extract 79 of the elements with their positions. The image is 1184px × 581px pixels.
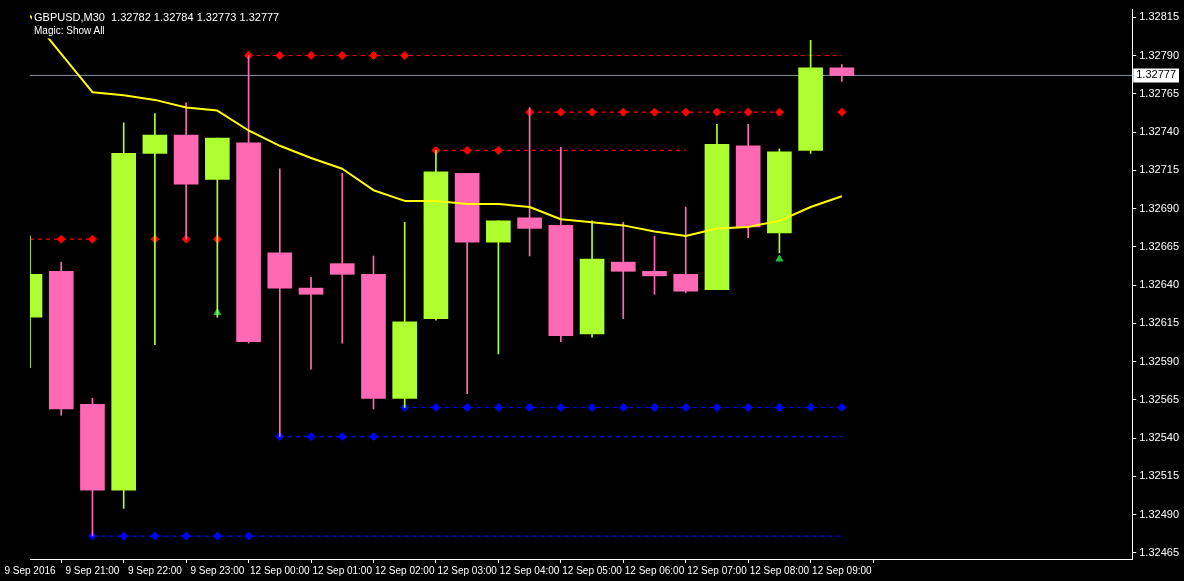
x-tick-label: 9 Sep 2016 <box>4 564 57 576</box>
point <box>556 402 566 412</box>
x-tick-label: 12 Sep 04:00 <box>499 564 560 576</box>
x-tick-label: 12 Sep 05:00 <box>562 564 623 576</box>
y-tick-label: 1.32765 <box>1139 86 1179 99</box>
x-tick-label: 12 Sep 06:00 <box>624 564 685 576</box>
point <box>119 531 129 541</box>
point <box>712 402 722 412</box>
y-tick-label: 1.32515 <box>1139 469 1179 482</box>
y-tick-label: 1.32665 <box>1139 239 1179 252</box>
x-tick-label: 12 Sep 00:00 <box>250 564 310 576</box>
y-tick-label: 1.32465 <box>1139 545 1179 558</box>
point <box>462 145 472 155</box>
point <box>87 234 97 244</box>
point <box>275 51 285 61</box>
point <box>775 254 784 262</box>
point <box>244 531 254 541</box>
point <box>837 107 847 117</box>
point <box>681 107 691 117</box>
point <box>774 402 784 412</box>
point <box>587 402 597 412</box>
x-tick-label: 12 Sep 01:00 <box>312 564 373 576</box>
point <box>712 107 722 117</box>
y-tick-label: 1.32690 <box>1139 201 1179 214</box>
point <box>650 402 659 412</box>
point <box>493 145 503 155</box>
y-tick-label: 1.32815 <box>1139 10 1179 23</box>
text: Magic: Show All <box>34 25 105 37</box>
y-tick-label: 1.32715 <box>1139 163 1179 176</box>
y-tick-label: 1.32565 <box>1139 392 1179 405</box>
point <box>743 107 753 117</box>
candlestick <box>610 221 636 320</box>
y-tick-label: 1.32790 <box>1139 48 1179 61</box>
point <box>56 234 66 244</box>
chart-title: GBPUSD,M30 1.32782 1.32784 1.32773 1.32777 <box>34 11 280 24</box>
y-tick-label: 1.32640 <box>1139 278 1179 291</box>
point <box>806 402 816 412</box>
point <box>181 531 191 541</box>
point <box>525 402 535 412</box>
point <box>400 51 410 61</box>
x-tick-label: 9 Sep 23:00 <box>190 564 245 576</box>
point <box>87 531 97 541</box>
point <box>556 107 566 117</box>
point <box>650 107 659 117</box>
y-tick-label: 1.32490 <box>1139 507 1179 520</box>
point <box>618 402 628 412</box>
y-tick-label: 1.32590 <box>1139 354 1179 367</box>
ref-line-label: 1.32777 <box>1136 68 1176 81</box>
y-tick-label: 1.32615 <box>1139 316 1179 329</box>
point <box>743 402 753 412</box>
point <box>337 432 347 442</box>
point <box>493 402 503 412</box>
point <box>368 51 378 61</box>
x-tick-label: 12 Sep 03:00 <box>437 564 498 576</box>
candlestick <box>142 113 168 346</box>
x-tick-label: 12 Sep 07:00 <box>687 564 748 576</box>
point <box>587 107 597 117</box>
point <box>837 402 847 412</box>
point <box>618 107 628 117</box>
point <box>431 402 441 412</box>
point <box>462 402 472 412</box>
candlestick <box>298 277 324 370</box>
x-tick-label: 9 Sep 21:00 <box>65 564 120 576</box>
point <box>306 432 316 442</box>
point <box>337 51 347 61</box>
x-tick-label: 9 Sep 22:00 <box>127 564 183 576</box>
candlestick <box>673 206 699 294</box>
point <box>368 432 378 442</box>
y-tick-label: 1.32540 <box>1139 431 1179 444</box>
point <box>306 51 316 61</box>
candlestick <box>329 173 355 344</box>
point <box>150 531 160 541</box>
point <box>212 531 222 541</box>
point <box>681 402 691 412</box>
x-tick-label: 12 Sep 09:00 <box>812 564 873 576</box>
point <box>774 107 784 117</box>
x-tick-label: 12 Sep 02:00 <box>374 564 435 576</box>
x-tick-label: 12 Sep 08:00 <box>749 564 810 576</box>
y-tick-label: 1.32740 <box>1139 125 1179 138</box>
